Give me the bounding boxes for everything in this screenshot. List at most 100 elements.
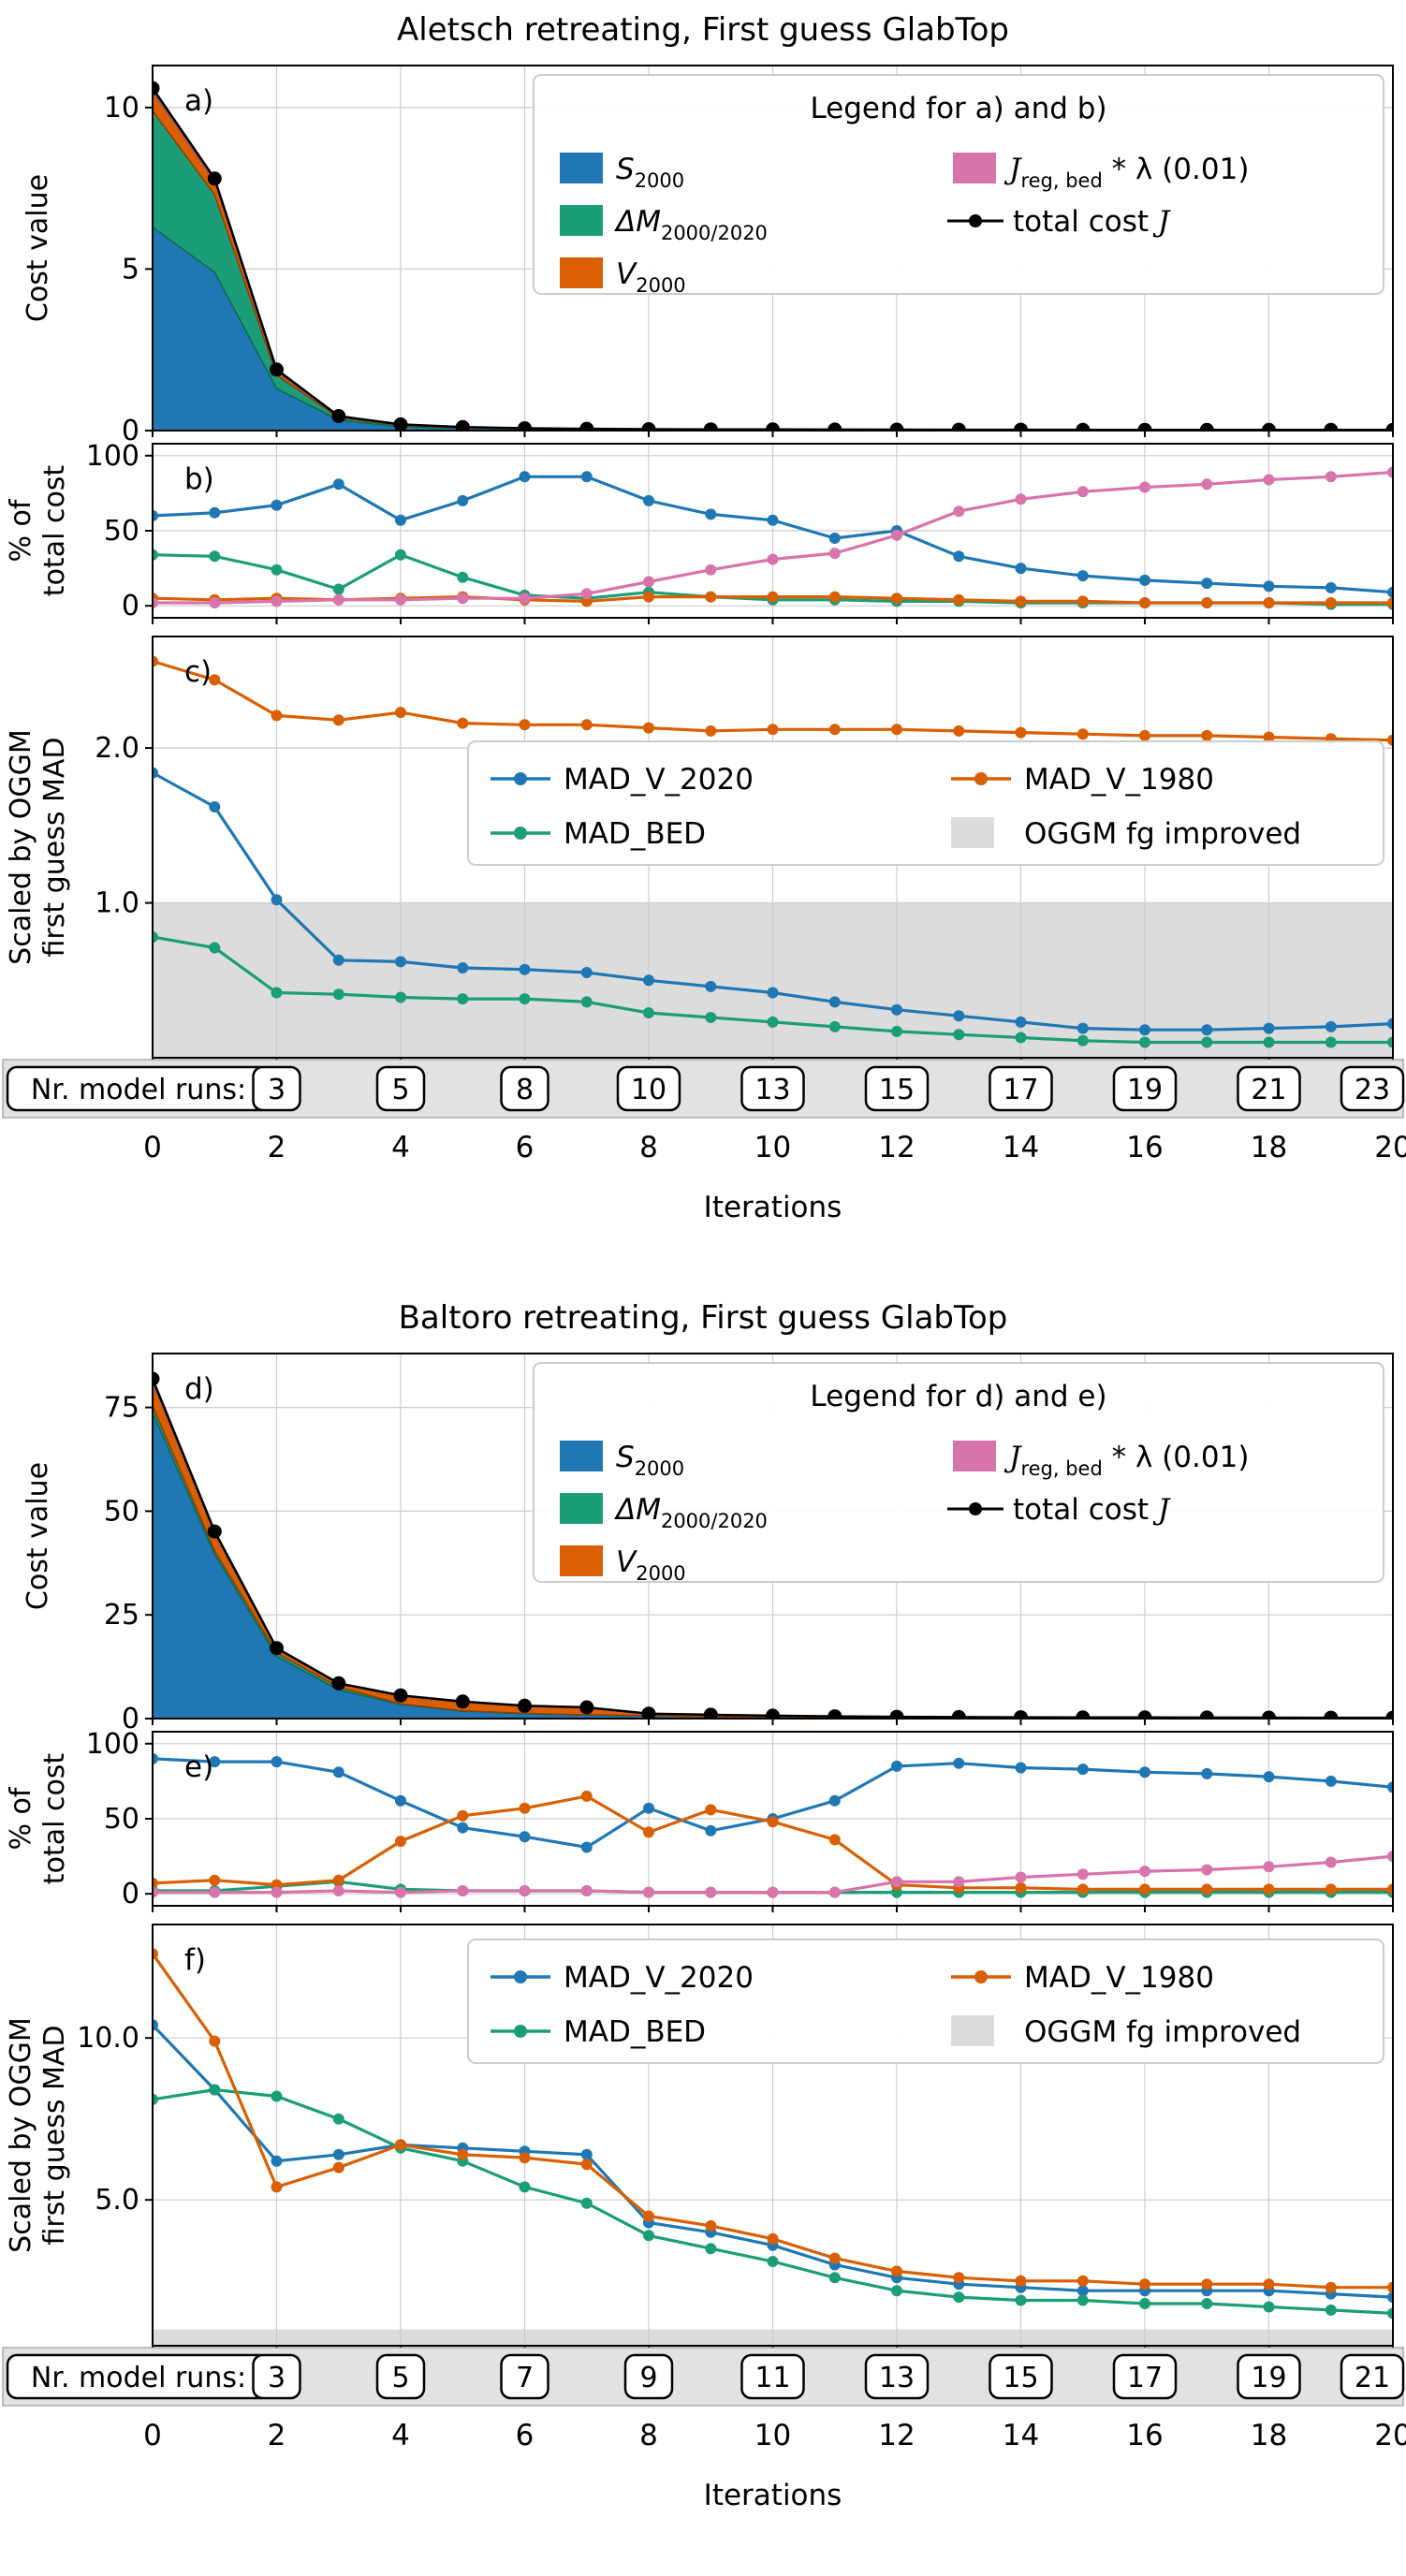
series-marker-madbed [1387,1036,1393,1048]
panel-data-layer [153,1752,1393,1898]
series-marker-jreg [767,553,779,565]
series-marker-madv1980 [1139,729,1150,741]
model-run-count: 23 [1355,1074,1390,1106]
series-marker-total [766,422,780,431]
series-marker-jreg [580,588,593,600]
series-marker-v2000 [1015,595,1027,607]
legend-frame [467,1939,1384,2064]
model-run-count: 9 [639,2362,657,2394]
series-marker-total [889,422,904,431]
model-run-count: 10 [631,1074,666,1106]
series-marker-madv2020 [1201,1024,1213,1036]
series-marker-madv1980 [953,724,965,737]
series-marker-madv1980 [457,717,469,729]
series-marker-v2000 [1139,1883,1150,1895]
model-run-count-box [1340,1065,1405,1112]
series-marker-v2000 [891,593,902,605]
series-marker-s2000 [953,550,965,563]
series-marker-madbed [209,942,221,954]
series-marker-s2000 [457,1822,469,1834]
model-run-count-box [989,1065,1053,1112]
series-marker-v2000 [828,591,841,603]
x-axis-label: Iterations [704,2479,842,2512]
series-marker-jreg [1263,1861,1275,1873]
series-marker-total [951,1709,966,1719]
series-marker-jreg [332,593,344,606]
series-marker-madv1980 [457,2148,469,2160]
series-marker-madv2020 [828,996,841,1008]
model-run-count-box [500,2353,549,2400]
series-marker-madv2020 [457,962,469,973]
model-run-count: 3 [268,2362,286,2394]
series-marker-madv1980 [828,724,841,736]
series-marker-v2000 [1325,1883,1337,1895]
series-marker-total [455,419,470,431]
series-marker-v2000 [767,1816,779,1828]
series-marker-madbed [332,2113,344,2125]
model-run-count-box [740,2353,805,2400]
x-tick-label: 20 [1374,2419,1406,2452]
series-marker-jreg [953,505,965,518]
model-run-count: 8 [516,1074,534,1106]
series-marker-v2000 [1139,597,1150,608]
series-marker-s2000 [580,1841,593,1853]
series-marker-jreg [705,564,717,576]
series-marker-madv1980 [1076,2275,1089,2287]
series-marker-s2000 [1015,1762,1027,1774]
y-axis-label: first guess MAD [38,738,71,958]
series-marker-dm [457,571,469,583]
series-marker-jreg [395,593,406,606]
series-marker-jreg [519,593,531,605]
series-marker-v2000 [1201,597,1213,608]
series-marker-jreg [580,1885,593,1896]
series-marker-madv2020 [332,2148,344,2160]
series-marker-madbed [705,2243,717,2255]
series-marker-madv2020 [395,956,406,968]
series-marker-v2000 [705,1804,717,1816]
legend-patch-dm [560,1493,603,1524]
legend-patch-v2000 [560,257,603,288]
series-marker-madbed [1325,2304,1337,2316]
x-tick-label: 10 [754,1131,791,1164]
series-marker-madv2020 [1387,2291,1393,2304]
series-marker-s2000 [1139,1766,1150,1778]
series-marker-v2000 [209,1874,221,1886]
x-tick-label: 2 [268,1131,286,1164]
y-tick-label: 100 [86,440,139,473]
series-marker-madv1980 [1076,728,1089,740]
series-marker-s2000 [457,494,469,506]
model-run-count: 11 [754,2362,790,2394]
series-marker-madbed [1201,1036,1213,1048]
series-marker-madbed [767,2256,779,2267]
series-marker-madv1980 [705,724,717,737]
legend-label: MAD_V_2020 [564,1961,754,1995]
series-marker-jreg [153,597,158,608]
series-marker-madbed [1139,1036,1150,1048]
legend-frame [533,1362,1384,1583]
x-axis-label: Iterations [704,1191,842,1224]
series-marker-jreg [891,1876,902,1888]
legend-label: MAD_V_1980 [1024,1961,1214,1995]
y-tick-label: 0 [122,415,139,447]
y-tick-label: 10 [104,92,139,124]
series-marker-s2000 [705,1824,717,1837]
series-marker-madv1980 [209,674,221,686]
series-marker-jreg [643,1886,654,1898]
model-run-count-box [623,2353,674,2400]
model-run-count: 21 [1251,1074,1286,1106]
series-marker-madv2020 [953,1010,965,1022]
series-marker-s2000 [1325,1775,1337,1787]
series-marker-jreg [643,576,654,588]
series-marker-jreg [271,1886,283,1898]
model-run-count-box [864,1065,930,1112]
legend-marker-total [969,214,982,227]
panel-d: 0 25 50 75 d) Cost value [22,1353,1394,1735]
series-marker-total [641,1706,656,1719]
series-marker-total [951,422,966,431]
model-run-count: 17 [1127,2362,1163,2394]
panel-e: 0 50 100 e) % of total cost [5,1728,1394,1912]
legend-label: OGGM fg improved [1024,817,1301,851]
series-marker-madbed [1387,2307,1393,2320]
series-marker-s2000 [519,1831,531,1843]
y-axis-label: Scaled by OGGM [5,729,37,965]
